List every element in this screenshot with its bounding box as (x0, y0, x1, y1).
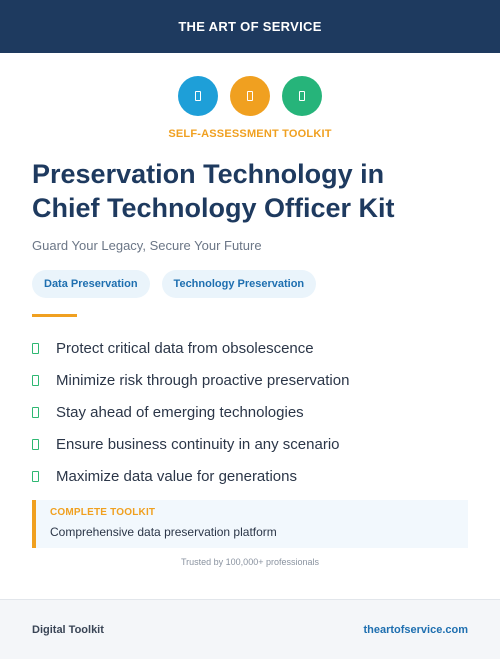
title-line-1: Preservation Technology in (32, 159, 385, 189)
check-icon (32, 406, 39, 418)
footer-website-link[interactable]: theartofservice.com (363, 623, 468, 636)
orange-glyph-icon (247, 91, 253, 101)
footer: Digital Toolkit theartofservice.com (0, 599, 500, 659)
brand-name: THE ART OF SERVICE (178, 19, 322, 34)
green-circle-icon (282, 76, 322, 116)
toolkit-label: COMPLETE TOOLKIT (50, 507, 156, 518)
trusted-note: Trusted by 100,000+ professionals (180, 557, 319, 567)
list-item: Ensure business continuity in any scenar… (32, 428, 349, 460)
list-item: Minimize risk through proactive preserva… (32, 364, 349, 396)
page-title: Preservation Technology in Chief Technol… (32, 157, 472, 225)
list-item: Maximize data value for generations (32, 460, 349, 492)
orange-circle-icon (230, 76, 270, 116)
check-icon (32, 470, 39, 482)
benefit-text: Stay ahead of emerging technologies (56, 403, 304, 421)
list-item: Stay ahead of emerging technologies (32, 396, 349, 428)
blue-glyph-icon (195, 91, 201, 101)
benefit-text: Minimize risk through proactive preserva… (56, 371, 350, 389)
tag-row: Data Preservation Technology Preservatio… (32, 270, 317, 298)
complete-toolkit-box: COMPLETE TOOLKIT Comprehensive data pres… (32, 500, 468, 548)
blue-circle-icon (178, 76, 218, 116)
benefit-text: Maximize data value for generations (56, 467, 297, 485)
title-line-2: Chief Technology Officer Kit (32, 193, 395, 223)
accent-divider (32, 314, 77, 317)
list-item: Protect critical data from obsolescence (32, 332, 349, 364)
toolkit-description: Comprehensive data preservation platform (50, 525, 277, 539)
benefit-text: Protect critical data from obsolescence (56, 339, 314, 357)
footer-label: Digital Toolkit (32, 623, 104, 636)
icon-row (0, 76, 500, 116)
benefit-text: Ensure business continuity in any scenar… (56, 435, 340, 453)
green-glyph-icon (299, 91, 305, 101)
check-icon (32, 374, 39, 386)
tag-technology-preservation: Technology Preservation (161, 270, 317, 298)
tag-data-preservation: Data Preservation (32, 270, 150, 298)
benefit-list: Protect critical data from obsolescence … (32, 332, 349, 492)
kicker-label: SELF-ASSESSMENT TOOLKIT (168, 128, 332, 140)
header-bar: THE ART OF SERVICE (0, 0, 500, 53)
check-icon (32, 438, 39, 450)
check-icon (32, 342, 39, 354)
subtitle: Guard Your Legacy, Secure Your Future (32, 238, 262, 253)
